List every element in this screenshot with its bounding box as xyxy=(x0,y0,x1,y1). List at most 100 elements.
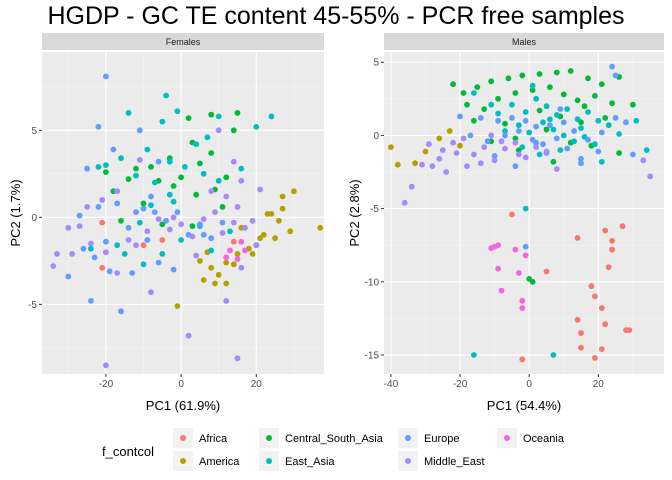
data-point-middle-east xyxy=(76,223,83,230)
data-point-central-south-asia xyxy=(488,78,495,85)
data-point-africa xyxy=(574,316,581,323)
data-point-central-south-asia xyxy=(526,276,533,282)
data-point-middle-east xyxy=(640,157,647,164)
y-tick-label: 0 xyxy=(31,213,37,224)
data-point-america xyxy=(208,264,215,271)
data-point-central-south-asia xyxy=(529,87,536,93)
data-point-central-south-asia xyxy=(230,127,237,134)
y-tick-label: 5 xyxy=(373,58,379,69)
data-point-america xyxy=(436,135,443,142)
data-point-america xyxy=(279,193,286,200)
data-point-america xyxy=(200,277,207,283)
data-point-america xyxy=(272,235,278,242)
data-point-east-asia xyxy=(215,177,222,184)
data-point-east-asia xyxy=(522,109,529,115)
facet-strip-label: Males xyxy=(512,37,537,47)
data-point-middle-east xyxy=(200,216,207,223)
data-point-east-asia xyxy=(515,122,522,129)
data-point-middle-east xyxy=(219,230,226,236)
data-point-europe xyxy=(522,243,529,250)
data-point-east-asia xyxy=(121,251,128,257)
x-axis-label: PC1 (54.4%) xyxy=(487,398,561,413)
data-point-middle-east xyxy=(148,289,154,296)
data-point-africa xyxy=(230,238,237,245)
x-axis-label: PC1 (61.9%) xyxy=(146,398,220,413)
data-point-central-south-asia xyxy=(536,71,543,77)
data-point-europe xyxy=(509,115,515,121)
data-point-east-asia xyxy=(495,110,501,117)
data-point-middle-east xyxy=(533,144,539,151)
data-point-central-south-asia xyxy=(630,101,636,108)
data-point-europe xyxy=(170,266,177,273)
data-point-middle-east xyxy=(166,226,173,233)
data-point-east-asia xyxy=(574,116,581,123)
data-point-east-asia xyxy=(471,90,477,96)
data-point-europe xyxy=(553,135,560,142)
data-point-europe xyxy=(155,158,162,165)
data-point-europe xyxy=(110,146,117,153)
data-point-africa xyxy=(99,264,106,271)
data-point-east-asia xyxy=(178,237,185,243)
data-point-east-asia xyxy=(144,146,151,153)
data-point-middle-east xyxy=(50,263,57,269)
data-point-central-south-asia xyxy=(185,115,192,121)
data-point-east-asia xyxy=(136,219,143,226)
data-point-east-asia xyxy=(204,134,211,141)
data-point-america xyxy=(197,258,203,264)
data-point-middle-east xyxy=(88,240,94,247)
data-point-europe xyxy=(163,217,170,224)
data-point-east-asia xyxy=(200,170,207,177)
data-point-central-south-asia xyxy=(197,160,203,167)
data-point-europe xyxy=(560,119,567,126)
data-point-east-asia xyxy=(526,129,533,136)
data-point-east-asia xyxy=(536,151,543,158)
data-point-middle-east xyxy=(481,144,488,151)
data-point-europe xyxy=(95,204,102,210)
data-point-europe xyxy=(522,117,529,124)
data-point-central-south-asia xyxy=(125,176,132,183)
data-point-middle-east xyxy=(429,163,436,170)
data-point-europe xyxy=(512,163,519,170)
data-point-europe xyxy=(91,254,98,261)
data-point-central-south-asia xyxy=(495,95,501,102)
data-point-africa xyxy=(159,237,166,243)
x-tick-label: -20 xyxy=(99,379,114,390)
data-point-europe xyxy=(484,138,491,145)
data-point-europe xyxy=(76,212,83,219)
data-point-oceania xyxy=(515,270,522,276)
data-point-europe xyxy=(148,193,154,200)
data-point-central-south-asia xyxy=(553,69,560,76)
data-point-middle-east xyxy=(257,186,263,193)
data-point-europe xyxy=(200,231,207,238)
data-point-east-asia xyxy=(595,117,602,124)
data-point-middle-east xyxy=(65,224,72,231)
data-point-europe xyxy=(129,270,136,276)
data-point-europe xyxy=(151,209,158,216)
data-point-central-south-asia xyxy=(616,150,622,156)
data-point-east-asia xyxy=(605,122,612,129)
data-point-middle-east xyxy=(543,148,550,155)
data-point-middle-east xyxy=(460,135,467,142)
data-point-east-asia xyxy=(253,123,260,130)
data-point-america xyxy=(388,144,394,151)
data-point-middle-east xyxy=(114,270,121,276)
data-point-central-south-asia xyxy=(547,84,553,90)
data-point-america xyxy=(212,280,218,287)
data-point-central-south-asia xyxy=(234,110,241,116)
data-point-east-asia xyxy=(208,247,215,254)
data-point-middle-east xyxy=(249,217,256,224)
y-tick-label: 5 xyxy=(31,126,37,137)
data-point-europe xyxy=(118,308,124,315)
data-point-africa xyxy=(592,355,598,361)
data-point-oceania xyxy=(495,265,501,272)
data-point-central-south-asia xyxy=(592,93,598,99)
data-point-europe xyxy=(547,122,553,129)
data-point-central-south-asia xyxy=(512,90,519,96)
data-point-europe xyxy=(585,136,591,143)
data-point-oceania xyxy=(519,305,526,311)
data-point-africa xyxy=(99,219,106,226)
chart-title: HGDP - GC TE content 45-55% - PCR free s… xyxy=(47,2,625,30)
data-point-africa xyxy=(578,330,584,336)
data-point-east-asia xyxy=(502,128,508,134)
